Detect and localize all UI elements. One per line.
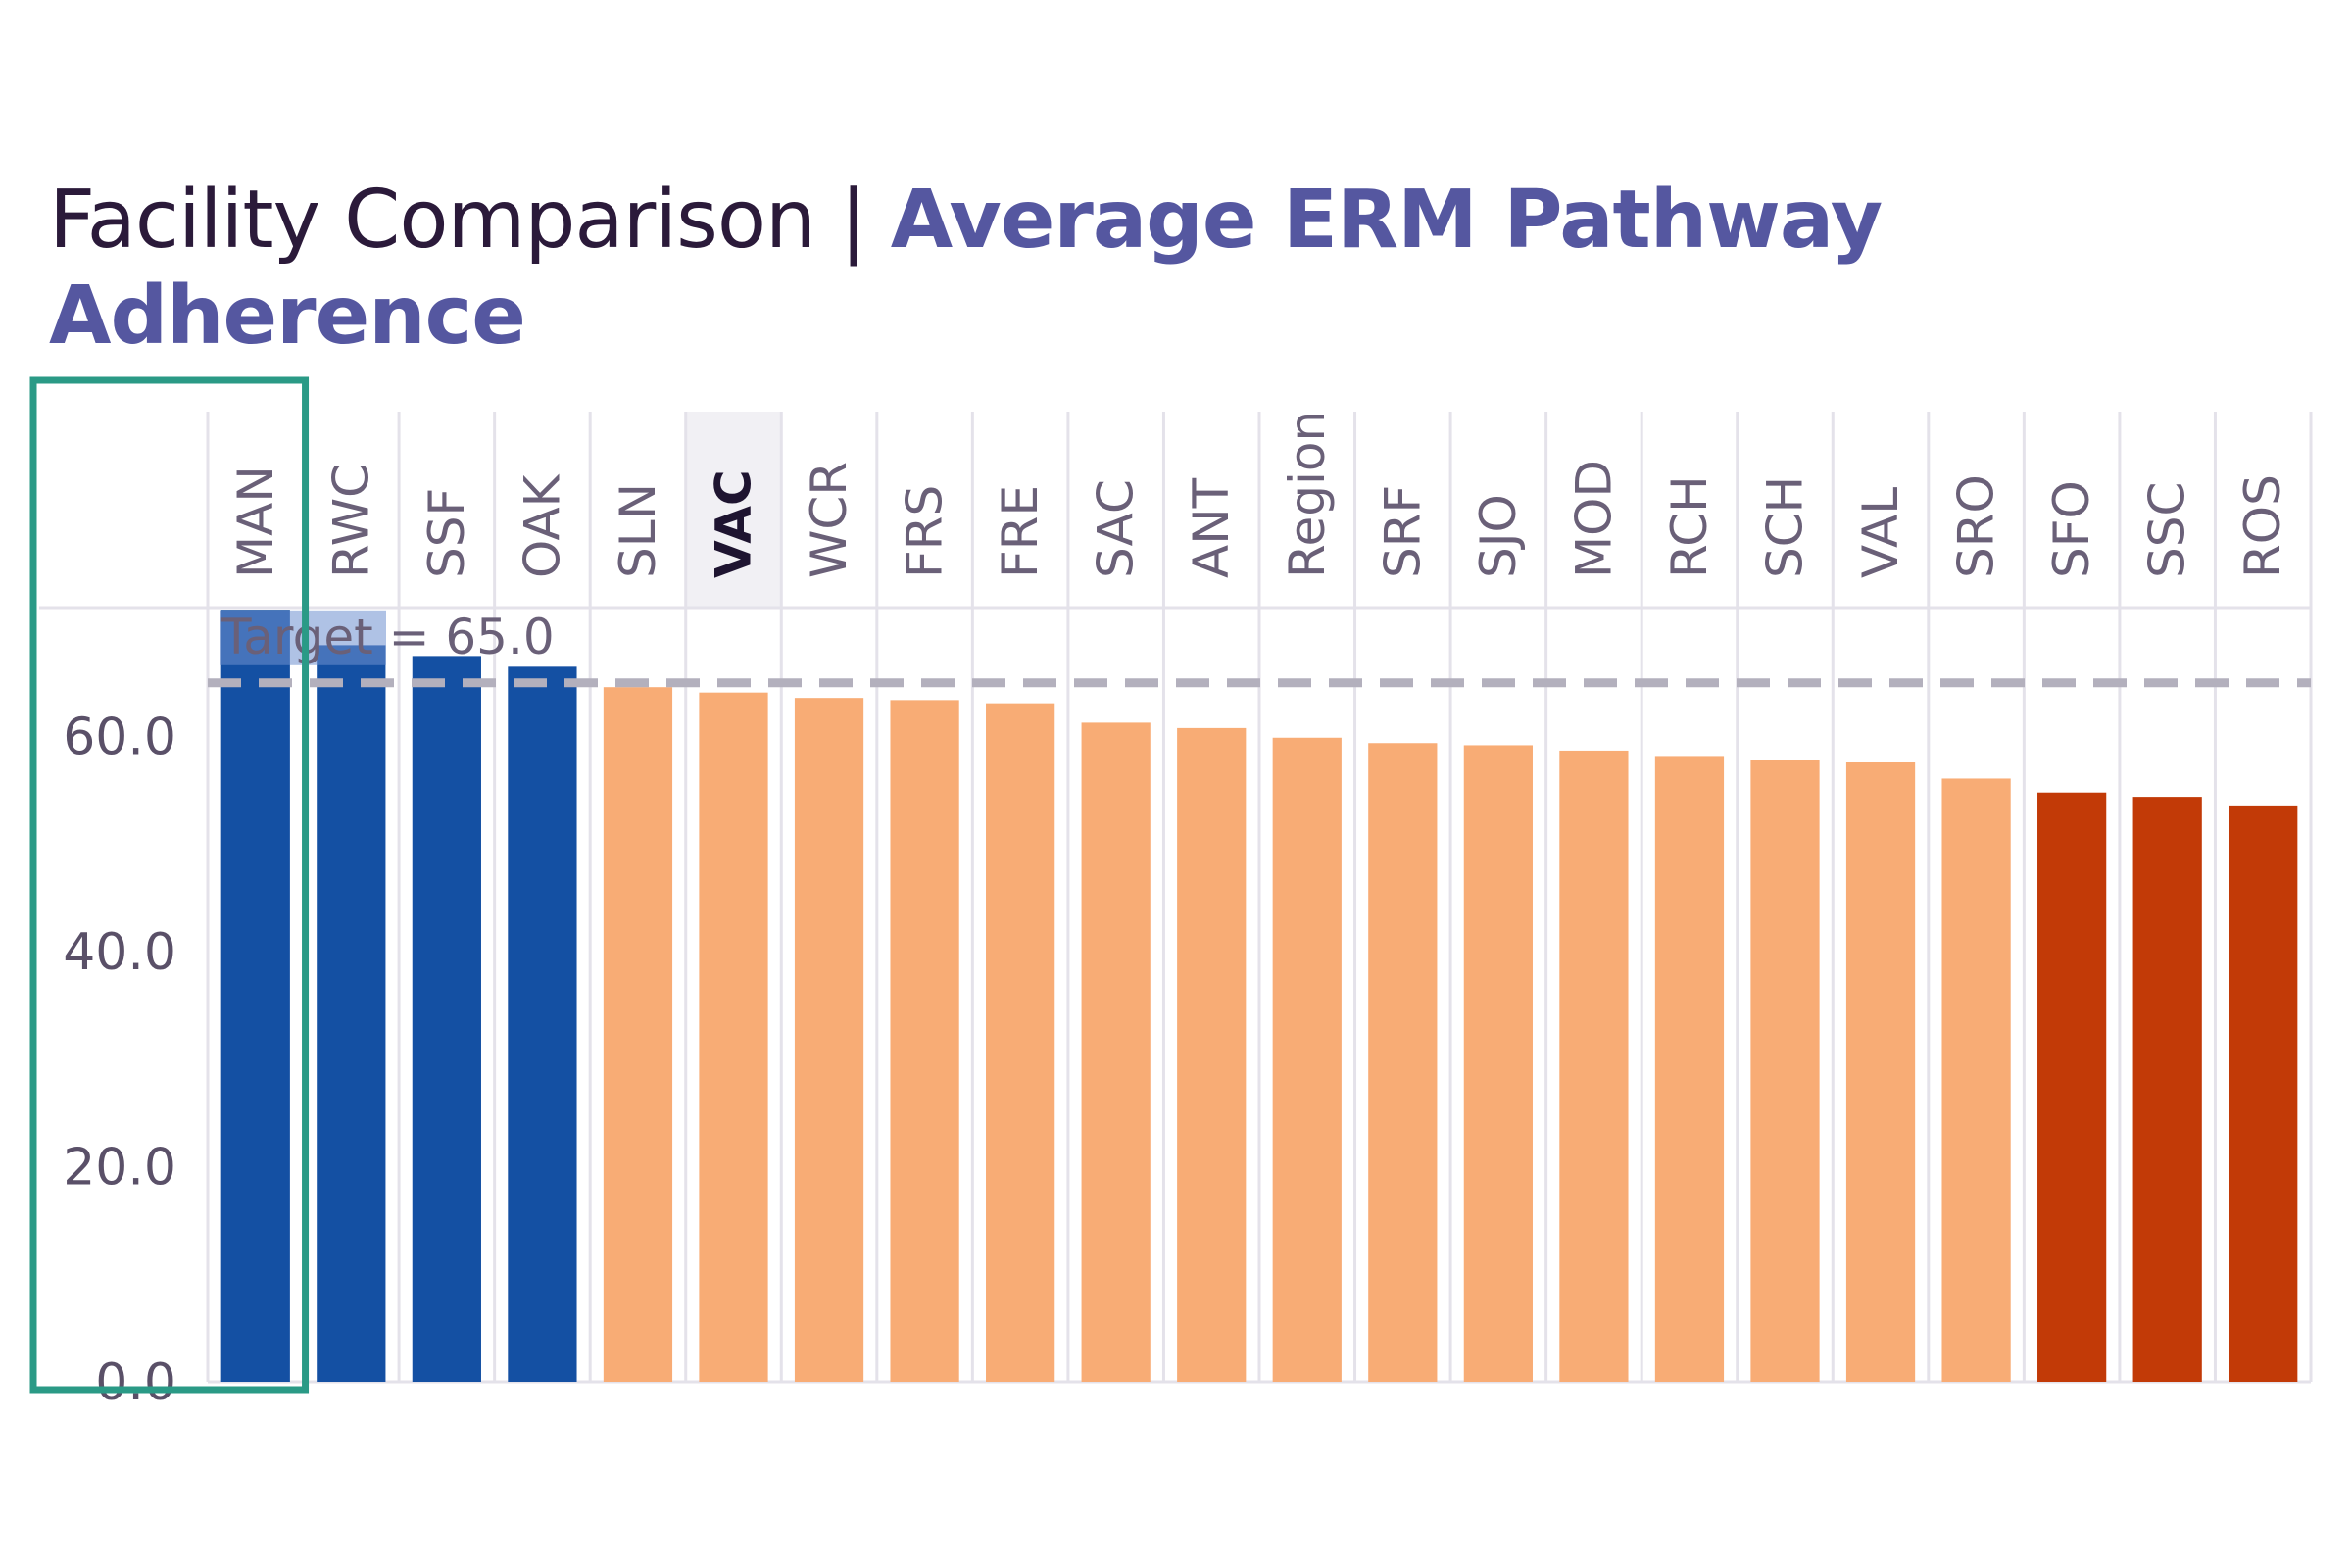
category-label-region[interactable]: Region <box>1279 411 1336 578</box>
labels-layer: 0.0 20.0 40.0 60.0 MAN RWC SSF OAK SLN VAC WCR FRS F… <box>63 411 2291 1412</box>
category-label-fre[interactable]: FRE <box>992 485 1049 578</box>
bar-fre[interactable] <box>986 703 1055 1382</box>
category-label-vac[interactable]: VAC <box>706 469 762 578</box>
bar-ssc[interactable] <box>2132 797 2202 1382</box>
category-label-sfo[interactable]: SFO <box>2043 480 2100 578</box>
bar-man[interactable] <box>220 610 290 1382</box>
bar-rwc[interactable] <box>317 645 386 1382</box>
y-tick-label: 0.0 <box>95 1353 176 1412</box>
bar-sfo[interactable] <box>2037 792 2107 1382</box>
bar-val[interactable] <box>1845 762 1916 1382</box>
category-label-wcr[interactable]: WCR <box>801 462 858 578</box>
overlay-layer <box>29 376 310 1394</box>
bar-oak[interactable] <box>508 666 577 1382</box>
highlighted-column-header-bg <box>685 412 782 608</box>
chart-title: Facility Comparison | Average ERM Pathwa… <box>49 172 1960 365</box>
bar-ant[interactable] <box>1177 727 1247 1382</box>
chart-title-prefix: Facility Comparison | <box>49 173 891 267</box>
bar-sln[interactable] <box>603 687 673 1382</box>
category-label-ssf[interactable]: SSF <box>418 488 475 578</box>
bar-vac[interactable] <box>699 692 768 1382</box>
bar-srf[interactable] <box>1368 743 1438 1382</box>
y-tick-label: 60.0 <box>63 709 176 767</box>
selection-highlight-box <box>29 376 310 1394</box>
category-label-sch[interactable]: SCH <box>1757 476 1814 578</box>
bar-ssf[interactable] <box>412 656 481 1382</box>
bar-frs[interactable] <box>890 700 959 1382</box>
category-label-sro[interactable]: SRO <box>1948 474 2005 578</box>
category-label-man[interactable]: MAN <box>227 466 284 578</box>
category-label-srf[interactable]: SRF <box>1374 485 1431 578</box>
y-tick-label: 40.0 <box>63 923 176 982</box>
category-label-sac[interactable]: SAC <box>1088 479 1145 578</box>
category-label-ssc[interactable]: SSC <box>2139 482 2196 578</box>
bar-wcr[interactable] <box>794 698 864 1382</box>
target-label: Target = 65.0 <box>220 609 555 665</box>
bar-sjo[interactable] <box>1463 745 1533 1382</box>
bar-sac[interactable] <box>1081 722 1151 1382</box>
y-tick-label: 20.0 <box>63 1139 176 1198</box>
category-label-mod[interactable]: MOD <box>1565 460 1622 578</box>
bar-region[interactable] <box>1272 737 1342 1382</box>
bar-sch[interactable] <box>1750 760 1820 1382</box>
category-label-frs[interactable]: FRS <box>897 485 954 578</box>
target-layer: Target = 65.0 <box>208 609 2311 688</box>
bar-sro[interactable] <box>1941 778 2011 1382</box>
category-label-sjo[interactable]: SJO <box>1470 494 1527 578</box>
category-label-val[interactable]: VAL <box>1852 487 1909 578</box>
category-label-ros[interactable]: ROS <box>2234 474 2291 578</box>
chart-title-metric: Average ERM Pathway Adherence <box>49 173 1883 363</box>
category-label-ant[interactable]: ANT <box>1183 477 1240 578</box>
category-label-rch[interactable]: RCH <box>1661 475 1718 578</box>
bar-ros[interactable] <box>2229 805 2298 1382</box>
category-label-sln[interactable]: SLN <box>610 483 666 578</box>
category-label-rwc[interactable]: RWC <box>322 464 379 578</box>
grid-layer <box>39 412 2313 1384</box>
bar-rch[interactable] <box>1654 756 1725 1382</box>
bar-mod[interactable] <box>1559 750 1629 1382</box>
bars-layer <box>220 610 2298 1382</box>
category-label-oak[interactable]: OAK <box>514 473 570 578</box>
